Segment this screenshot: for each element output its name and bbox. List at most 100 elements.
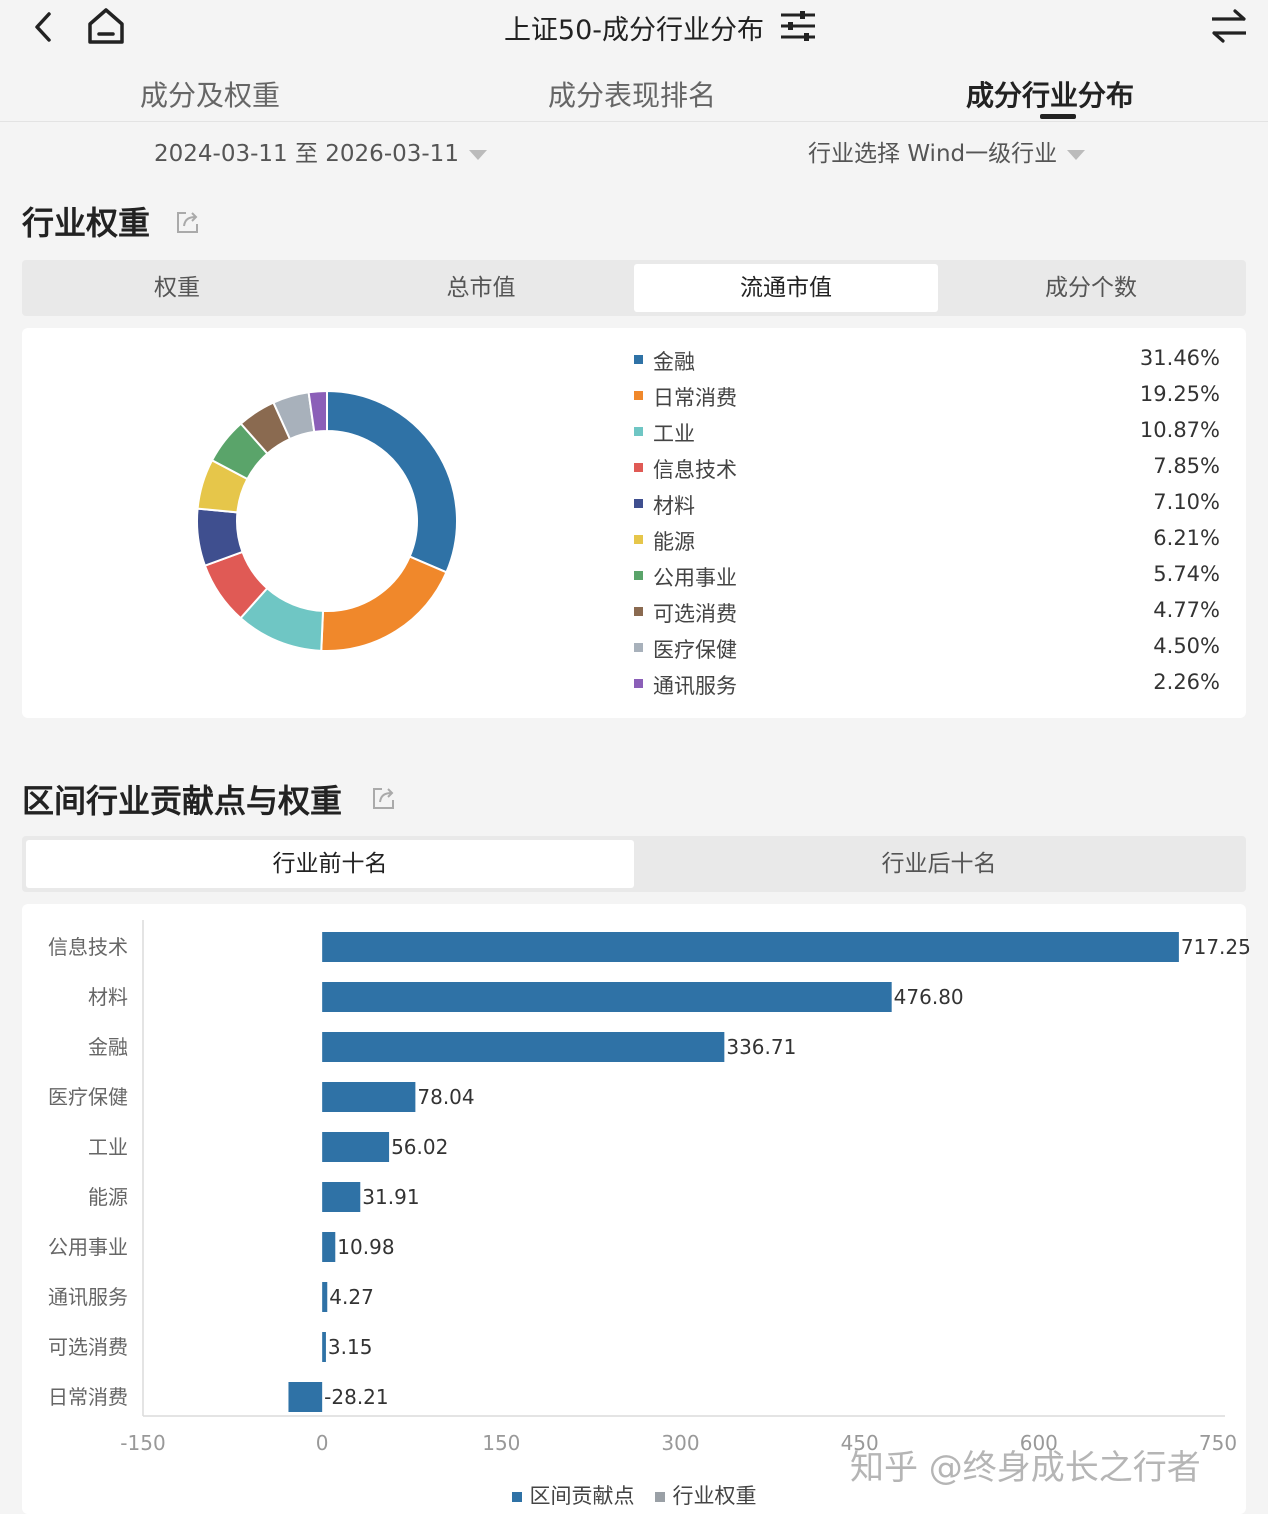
bar-value-label: 31.91 bbox=[362, 1185, 419, 1209]
category-label: 能源 bbox=[88, 1185, 128, 1209]
legend-label: 日常消费 bbox=[653, 386, 737, 410]
bar-8[interactable] bbox=[322, 1282, 328, 1312]
legend-item[interactable]: 区间贡献点 bbox=[511, 1480, 635, 1510]
legend-item[interactable]: 日常消费 19.25% bbox=[634, 379, 1220, 415]
main-tabs: 成分及权重 成分表现排名 成分行业分布 bbox=[0, 62, 1268, 122]
share-icon[interactable] bbox=[174, 208, 202, 236]
legend-value: 31.46% bbox=[1139, 346, 1220, 370]
bar-value-label: 476.80 bbox=[894, 985, 964, 1009]
chevron-down-icon bbox=[1067, 149, 1086, 160]
x-tick-label: 150 bbox=[482, 1431, 520, 1455]
legend-swatch bbox=[634, 643, 643, 652]
legend-swatch bbox=[511, 1492, 522, 1502]
page-title: 上证50-成分行业分布 bbox=[503, 15, 765, 46]
watermark: 知乎 @终身成长之行者 bbox=[850, 1448, 1201, 1488]
legend-item[interactable]: 医疗保健 4.50% bbox=[634, 631, 1220, 667]
category-label: 通讯服务 bbox=[48, 1285, 128, 1309]
bar-4[interactable] bbox=[322, 1082, 416, 1112]
weight-metric-segments: 权重 总市值 流通市值 成分个数 bbox=[22, 260, 1246, 316]
category-label: 金融 bbox=[88, 1035, 128, 1059]
legend-label: 区间贡献点 bbox=[529, 1484, 635, 1508]
chevron-down-icon bbox=[468, 149, 487, 160]
legend-label: 医疗保健 bbox=[653, 638, 737, 662]
legend-item[interactable]: 材料 7.10% bbox=[634, 487, 1220, 523]
bar-7[interactable] bbox=[322, 1232, 336, 1262]
segment-float-market-cap[interactable]: 流通市值 bbox=[634, 264, 938, 312]
bar-value-label: 78.04 bbox=[417, 1085, 474, 1109]
x-tick-label: 750 bbox=[1199, 1431, 1237, 1455]
top-bar: 上证50-成分行业分布 bbox=[0, 0, 1268, 58]
legend-item[interactable]: 能源 6.21% bbox=[634, 523, 1220, 559]
switch-icon[interactable] bbox=[1208, 8, 1250, 44]
share-icon[interactable] bbox=[370, 784, 398, 812]
contribution-section-title: 区间行业贡献点与权重 bbox=[22, 782, 343, 820]
bar-value-label: 56.02 bbox=[391, 1135, 448, 1159]
legend-label: 能源 bbox=[653, 530, 695, 554]
legend-value: 2.26% bbox=[1153, 670, 1220, 694]
legend-item[interactable]: 可选消费 4.77% bbox=[634, 595, 1220, 631]
segment-bottom-ten[interactable]: 行业后十名 bbox=[881, 851, 997, 877]
legend-label: 工业 bbox=[653, 422, 695, 446]
legend-label: 金融 bbox=[653, 350, 695, 374]
bar-6[interactable] bbox=[322, 1182, 361, 1212]
tab-constituents-performance[interactable]: 成分表现排名 bbox=[548, 79, 717, 112]
legend-item[interactable]: 公用事业 5.74% bbox=[634, 559, 1220, 595]
bar-1[interactable] bbox=[322, 932, 1179, 962]
tab-constituents-weights[interactable]: 成分及权重 bbox=[140, 79, 281, 112]
industry-weight-title: 行业权重 bbox=[22, 204, 151, 242]
industry-select[interactable]: 行业选择 Wind一级行业 bbox=[808, 134, 1086, 168]
bar-value-label: 10.98 bbox=[337, 1235, 394, 1259]
legend-label: 公用事业 bbox=[653, 566, 737, 590]
tab-industry-distribution[interactable]: 成分行业分布 bbox=[966, 79, 1135, 112]
category-label: 信息技术 bbox=[48, 935, 128, 959]
legend-item[interactable]: 工业 10.87% bbox=[634, 415, 1220, 451]
bar-3[interactable] bbox=[322, 1032, 725, 1062]
weight-chart-card: 金融 31.46% 日常消费 19.25% 工业 10.87% 信息技术 7.85% 材料 7.1… bbox=[22, 328, 1246, 718]
bar-value-label: 4.27 bbox=[329, 1285, 374, 1309]
date-range-select[interactable]: 2024-03-11 至 2026-03-11 bbox=[154, 134, 487, 168]
segment-constituent-count[interactable]: 成分个数 bbox=[1045, 275, 1137, 301]
legend-item[interactable]: 金融 31.46% bbox=[634, 343, 1220, 379]
legend-value: 7.85% bbox=[1153, 454, 1220, 478]
filter-icon[interactable] bbox=[778, 9, 818, 43]
legend-item[interactable]: 行业权重 bbox=[654, 1480, 757, 1510]
ranking-segments: 行业前十名 行业后十名 bbox=[22, 836, 1246, 892]
legend-swatch bbox=[634, 427, 643, 436]
donut-slice-2[interactable] bbox=[320, 555, 448, 652]
active-tab-indicator bbox=[1040, 114, 1076, 119]
bar-2[interactable] bbox=[322, 982, 892, 1012]
legend-value: 4.50% bbox=[1153, 634, 1220, 658]
back-icon[interactable] bbox=[28, 10, 58, 44]
legend-label: 信息技术 bbox=[653, 458, 737, 482]
date-range-value: 2024-03-11 至 2026-03-11 bbox=[154, 141, 459, 167]
category-label: 公用事业 bbox=[48, 1235, 128, 1259]
category-label: 医疗保健 bbox=[48, 1085, 128, 1109]
bar-value-label: 336.71 bbox=[726, 1035, 796, 1059]
segment-top-ten[interactable]: 行业前十名 bbox=[26, 840, 634, 888]
legend-swatch bbox=[634, 571, 643, 580]
bar-10[interactable] bbox=[288, 1382, 323, 1412]
bar-value-label: -28.21 bbox=[324, 1385, 388, 1409]
legend-value: 4.77% bbox=[1153, 598, 1220, 622]
legend-label: 通讯服务 bbox=[653, 674, 737, 698]
segment-total-market-cap[interactable]: 总市值 bbox=[446, 275, 516, 301]
legend-label: 行业权重 bbox=[672, 1484, 757, 1508]
legend-value: 10.87% bbox=[1139, 418, 1220, 442]
bar-value-label: 3.15 bbox=[328, 1335, 373, 1359]
x-tick-label: 300 bbox=[661, 1431, 699, 1455]
x-tick-label: 600 bbox=[1020, 1431, 1058, 1455]
industry-select-label: 行业选择 bbox=[808, 141, 900, 167]
legend-item[interactable]: 信息技术 7.85% bbox=[634, 451, 1220, 487]
donut-slice-1[interactable] bbox=[326, 389, 458, 574]
x-tick-label: 0 bbox=[316, 1431, 329, 1455]
segment-weight[interactable]: 权重 bbox=[154, 275, 200, 301]
x-tick-label: -150 bbox=[120, 1431, 165, 1455]
category-label: 可选消费 bbox=[48, 1335, 128, 1359]
donut-slice-10[interactable] bbox=[307, 389, 328, 434]
legend-swatch bbox=[634, 391, 643, 400]
bar-9[interactable] bbox=[322, 1332, 326, 1362]
legend-item[interactable]: 通讯服务 2.26% bbox=[634, 667, 1220, 703]
bar-5[interactable] bbox=[322, 1132, 390, 1162]
category-label: 工业 bbox=[88, 1135, 128, 1159]
home-icon[interactable] bbox=[84, 6, 128, 46]
